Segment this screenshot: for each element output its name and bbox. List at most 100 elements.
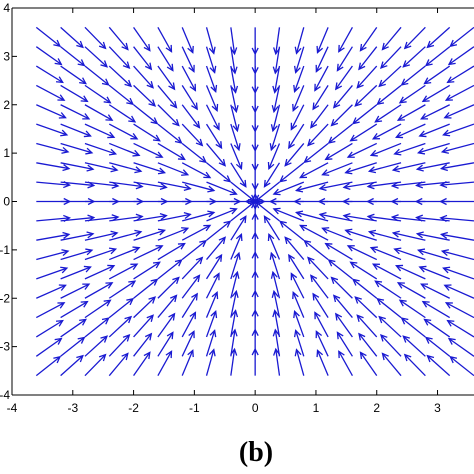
field-arrow <box>60 84 89 103</box>
arrow-shaft <box>402 335 426 357</box>
arrow-head <box>189 311 197 320</box>
arrow-head <box>168 82 176 91</box>
arrow-shaft <box>273 85 281 112</box>
arrow-shaft <box>402 46 426 68</box>
arrow-shaft <box>84 265 115 280</box>
arrow-head <box>444 94 453 101</box>
arrow-head <box>356 314 364 322</box>
arrow-shaft <box>109 215 143 222</box>
arrow-head <box>415 231 424 239</box>
arrow-shaft <box>370 142 402 156</box>
arrow-shaft <box>108 123 138 140</box>
field-arrow <box>332 84 353 109</box>
field-arrow <box>36 162 71 172</box>
field-arrow <box>36 142 70 154</box>
arrow-head <box>403 353 412 362</box>
arrow-shaft <box>109 231 142 241</box>
arrow-head <box>223 175 232 183</box>
arrow-head <box>144 332 153 341</box>
arrow-shaft <box>343 214 377 222</box>
field-arrow <box>440 249 474 261</box>
arrow-head <box>393 247 402 255</box>
arrow-head <box>272 188 281 196</box>
arrow-head <box>85 248 94 256</box>
arrow-shaft <box>304 240 329 261</box>
arrow-shaft <box>84 84 111 104</box>
arrow-shaft <box>60 65 87 85</box>
arrow-head <box>209 65 217 74</box>
field-arrow <box>36 284 67 299</box>
arrow-shaft <box>84 335 108 357</box>
arrow-shaft <box>255 201 280 222</box>
arrow-head <box>310 120 318 129</box>
field-arrow <box>449 355 474 377</box>
arrow-head <box>439 231 448 239</box>
arrow-head <box>103 96 112 104</box>
arrow-head <box>229 188 238 196</box>
arrow-head <box>293 65 301 74</box>
field-arrow <box>279 162 305 183</box>
arrow-shaft <box>157 332 174 357</box>
arrow-head <box>251 144 259 153</box>
field-arrow <box>157 312 176 338</box>
arrow-head <box>157 167 167 175</box>
arrow-shaft <box>345 162 377 174</box>
arrow-head <box>111 214 120 222</box>
field-arrow <box>181 256 204 280</box>
field-arrow <box>230 27 238 56</box>
field-arrow <box>230 162 247 188</box>
arrow-shaft <box>109 181 143 188</box>
arrow-shaft <box>401 65 426 86</box>
tick-marks <box>11 7 439 396</box>
arrow-head <box>62 164 71 172</box>
arrow-head <box>148 99 157 107</box>
arrow-head <box>290 272 298 281</box>
arrow-shaft <box>333 84 353 108</box>
arrow-head <box>447 337 456 345</box>
field-arrow <box>439 197 474 206</box>
arrow-head <box>390 197 399 206</box>
arrow-head <box>293 329 301 338</box>
arrow-shaft <box>255 181 280 202</box>
arrow-head <box>177 242 186 250</box>
arrow-head <box>393 148 402 156</box>
arrow-head <box>55 76 64 84</box>
arrow-head <box>336 63 344 72</box>
arrow-shaft <box>322 227 353 241</box>
arrow-shaft <box>133 352 151 377</box>
arrow-shaft <box>375 280 402 299</box>
arrow-shaft <box>157 313 176 338</box>
arrow-head <box>288 141 295 150</box>
arrow-head <box>439 181 448 189</box>
field-arrow <box>403 353 426 377</box>
arrow-shaft <box>397 282 426 299</box>
arrow-shaft <box>230 162 247 187</box>
arrow-head <box>426 40 435 49</box>
arrow-head <box>146 314 154 322</box>
field-arrow <box>157 242 186 261</box>
arrow-head <box>183 183 192 192</box>
arrow-head <box>144 62 153 71</box>
arrow-head <box>396 114 405 121</box>
field-arrow <box>359 26 378 52</box>
field-arrow <box>294 181 329 193</box>
arrow-shaft <box>133 142 163 158</box>
arrow-head <box>391 165 400 173</box>
arrow-shaft <box>310 275 329 299</box>
arrow-shaft <box>296 181 329 192</box>
arrow-shaft <box>60 355 84 377</box>
field-arrow <box>444 302 474 319</box>
field-arrow <box>272 65 281 94</box>
arrow-head <box>86 231 95 239</box>
arrow-shaft <box>60 283 90 299</box>
field-arrow <box>327 123 353 144</box>
field-arrow <box>157 294 178 319</box>
arrow-head <box>195 256 204 265</box>
arrow-head <box>334 312 343 321</box>
arrow-shaft <box>396 265 426 280</box>
field-arrow <box>35 319 64 338</box>
field-arrow <box>36 231 71 241</box>
field-arrow <box>84 317 110 338</box>
arrow-shaft <box>84 46 108 68</box>
field-arrow <box>381 26 402 51</box>
